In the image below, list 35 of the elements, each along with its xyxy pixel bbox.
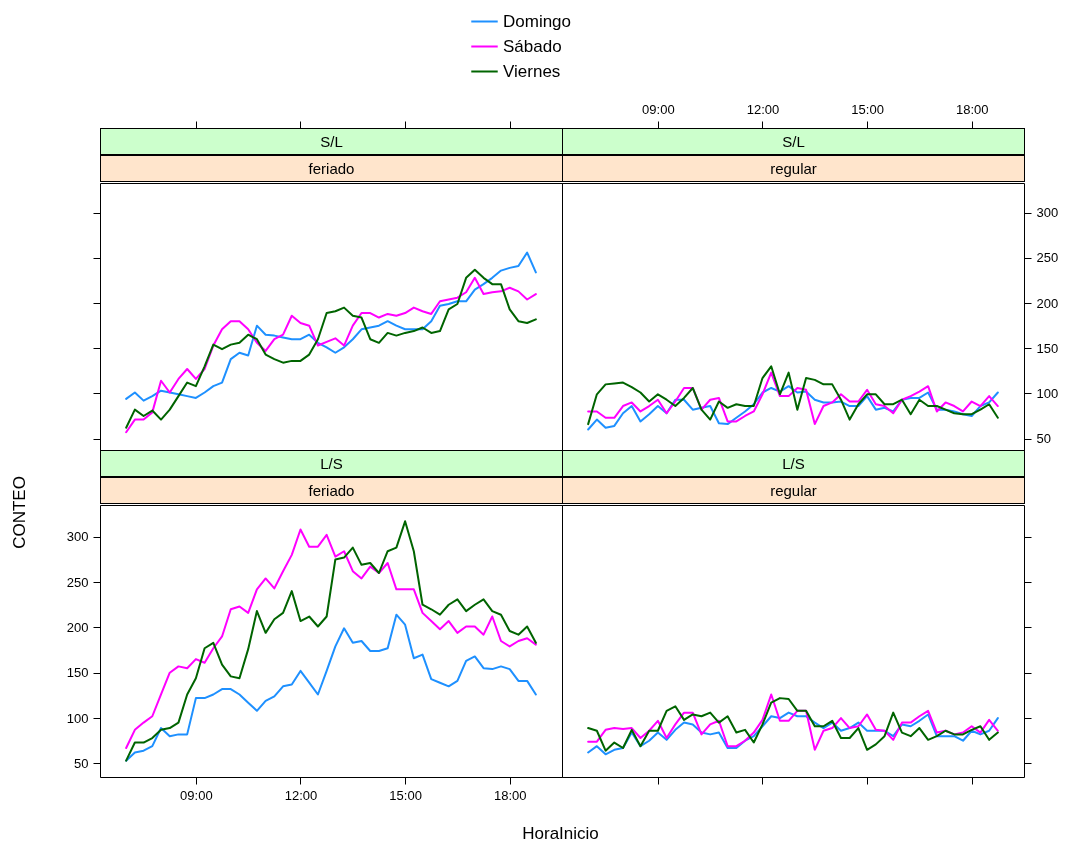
legend-label: Domingo bbox=[503, 11, 572, 31]
chart-subtitle: feriado bbox=[100, 477, 563, 504]
line-series bbox=[125, 613, 537, 762]
x-tick-label: 09:00 bbox=[180, 787, 213, 803]
y-tick-label: 150 bbox=[66, 665, 89, 681]
chart-title: S/L bbox=[562, 128, 1025, 155]
chart-title: L/S bbox=[100, 450, 563, 477]
x-tick-label: 12:00 bbox=[284, 787, 318, 803]
x-tick-label: 18:00 bbox=[955, 101, 989, 117]
y-tick-label: 300 bbox=[66, 529, 89, 545]
x-tick-label: 15:00 bbox=[851, 101, 884, 117]
y-tick-label: 100 bbox=[66, 710, 89, 726]
line-series bbox=[587, 385, 999, 431]
chart-subtitle: feriado bbox=[100, 155, 563, 182]
y-tick-label: 300 bbox=[1036, 205, 1059, 221]
y-axis-title: CONTEO bbox=[9, 476, 29, 549]
chart-subtitle: regular bbox=[562, 155, 1025, 182]
y-tick-label: 250 bbox=[1036, 250, 1059, 266]
y-tick-label: 250 bbox=[66, 574, 89, 590]
x-tick-label: 15:00 bbox=[389, 787, 422, 803]
legend-label: Sábado bbox=[503, 36, 562, 56]
legend-label: Viernes bbox=[503, 61, 561, 81]
chart-title: S/L bbox=[100, 128, 563, 155]
x-tick-label: 12:00 bbox=[746, 101, 780, 117]
y-tick-label: 50 bbox=[1036, 431, 1051, 447]
y-tick-label: 200 bbox=[66, 619, 89, 635]
chart-title: L/S bbox=[562, 450, 1025, 477]
y-tick-label: 50 bbox=[74, 755, 89, 771]
x-tick-label: 18:00 bbox=[493, 787, 527, 803]
y-tick-label: 150 bbox=[1036, 340, 1059, 356]
x-tick-label: 09:00 bbox=[642, 101, 675, 117]
chart-subtitle: regular bbox=[562, 477, 1025, 504]
y-tick-label: 200 bbox=[1036, 295, 1059, 311]
x-axis-title: HoraInicio bbox=[522, 823, 599, 843]
y-tick-label: 100 bbox=[1036, 385, 1059, 401]
